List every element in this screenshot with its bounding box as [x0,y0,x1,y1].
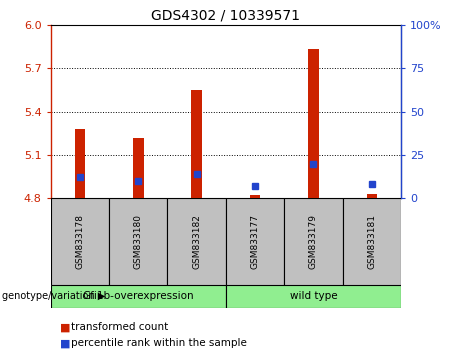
Text: GSM833181: GSM833181 [367,214,376,269]
Text: percentile rank within the sample: percentile rank within the sample [71,338,248,348]
Bar [51,198,109,285]
Text: GSM833178: GSM833178 [76,214,84,269]
Text: ■: ■ [60,338,71,348]
Bar [75,129,85,198]
Bar [250,195,260,198]
Text: wild type: wild type [290,291,337,302]
Bar [308,49,319,198]
Title: GDS4302 / 10339571: GDS4302 / 10339571 [151,8,301,22]
Text: GSM833177: GSM833177 [251,214,260,269]
Bar [167,198,226,285]
Bar [226,198,284,285]
Bar [51,285,226,308]
Bar [366,194,377,198]
Bar [109,198,167,285]
Bar [284,198,343,285]
Text: genotype/variation ▶: genotype/variation ▶ [2,291,106,302]
Text: GSM833179: GSM833179 [309,214,318,269]
Text: GSM833182: GSM833182 [192,214,201,269]
Bar [226,285,401,308]
Text: transformed count: transformed count [71,322,169,332]
Bar [343,198,401,285]
Bar [191,90,202,198]
Text: ■: ■ [60,322,71,332]
Text: GSM833180: GSM833180 [134,214,143,269]
Text: Gfi1b-overexpression: Gfi1b-overexpression [83,291,194,302]
Bar [133,138,143,198]
